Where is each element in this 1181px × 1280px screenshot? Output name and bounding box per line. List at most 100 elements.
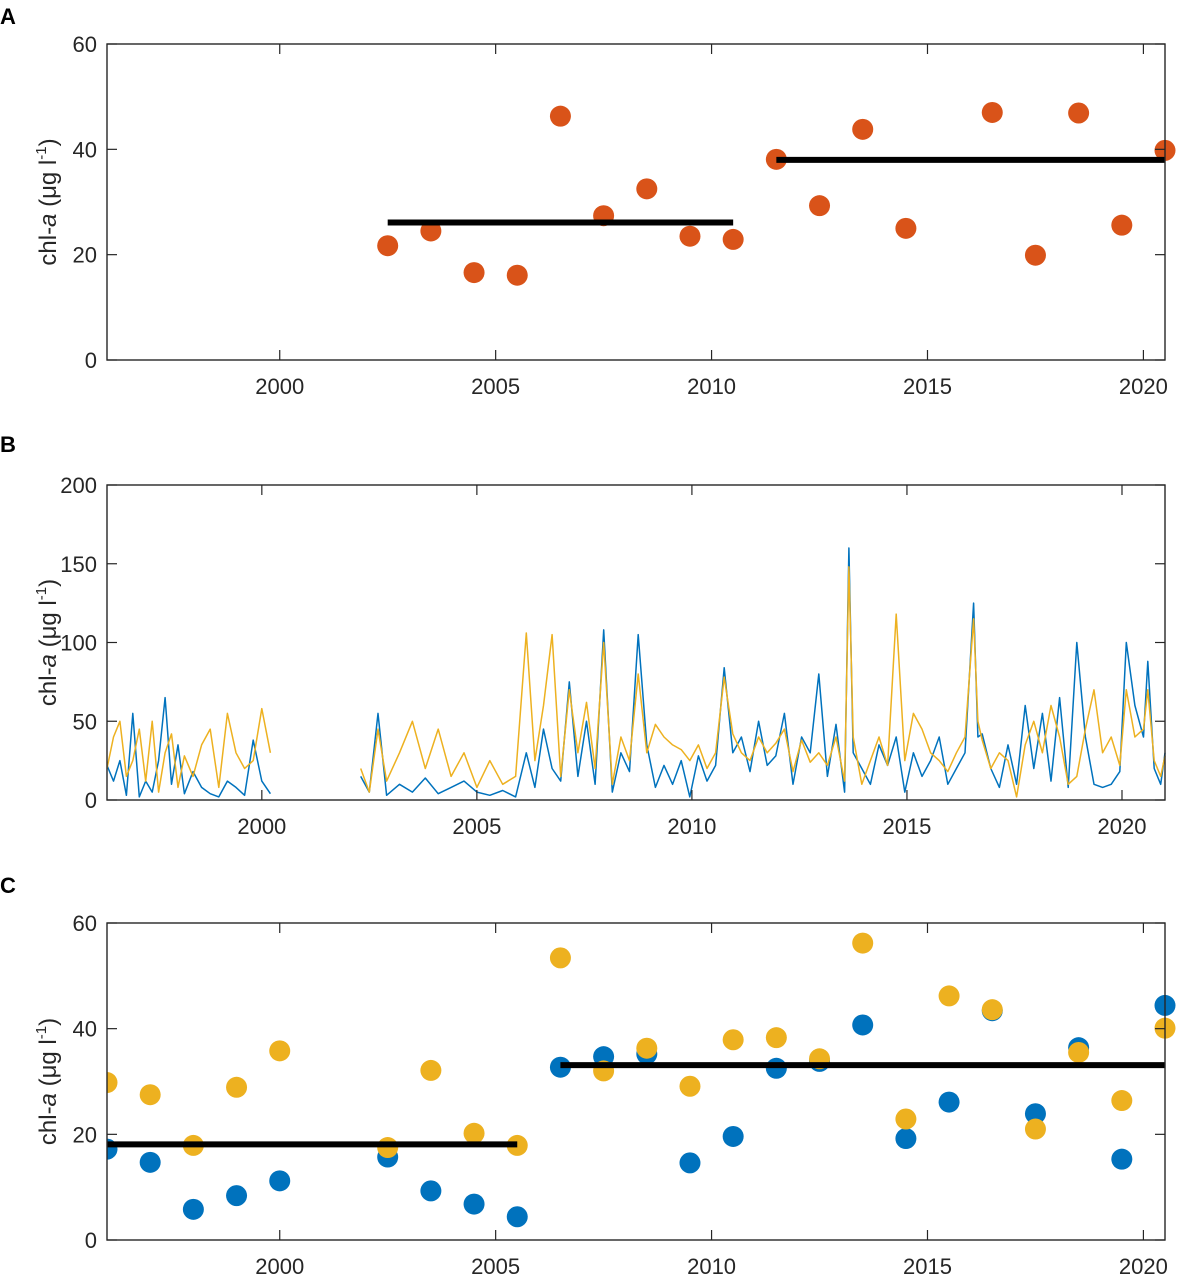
x-tick-label: 2010	[667, 814, 716, 839]
data-point-s0	[895, 1128, 917, 1150]
y-axis-label: chl-a (μg l-1)	[33, 1018, 62, 1145]
y-tick-label: 50	[73, 709, 97, 734]
data-point-s0	[463, 262, 485, 284]
ylabel-prefix: chl-	[35, 1106, 62, 1145]
data-point-s1	[107, 1072, 118, 1094]
x-tick-label: 2020	[1119, 374, 1168, 399]
data-point-s0	[226, 1185, 248, 1207]
data-point-s0	[420, 1180, 442, 1202]
ylabel-unit: (μg l	[35, 1039, 62, 1093]
y-tick-label: 0	[85, 788, 97, 813]
x-tick-label: 2015	[903, 1254, 952, 1279]
ylabel-close: )	[35, 579, 62, 587]
data-point-s0	[636, 178, 658, 200]
data-point-s0	[463, 1193, 485, 1215]
y-tick-label: 100	[60, 631, 97, 656]
data-point-s0	[506, 1206, 528, 1228]
data-point-s0	[549, 105, 571, 127]
data-point-s1	[1024, 1118, 1046, 1140]
data-point-s0	[182, 1198, 204, 1220]
data-point-s1	[1068, 1041, 1090, 1063]
x-tick-label: 2005	[471, 1254, 520, 1279]
data-point-s1	[139, 1084, 161, 1106]
x-tick-label: 2000	[255, 374, 304, 399]
data-point-s0	[938, 1091, 960, 1113]
data-point-s1	[1111, 1090, 1133, 1112]
ylabel-italic: a	[35, 1093, 62, 1106]
data-point-s0	[1111, 214, 1133, 236]
axis-frame	[106, 43, 1166, 361]
ylabel-prefix: chl-	[35, 667, 62, 706]
data-point-s0	[269, 1170, 291, 1192]
data-point-s0	[1024, 244, 1046, 266]
data-point-s0	[679, 1152, 701, 1174]
y-tick-label: 200	[60, 473, 97, 498]
data-point-s0	[377, 235, 399, 257]
data-point-s0	[809, 195, 831, 217]
panel-letter: B	[0, 432, 16, 457]
plot-area	[107, 932, 1176, 1228]
plot-area	[377, 101, 1176, 286]
ylabel-sup: -1	[33, 1026, 50, 1039]
y-tick-label: 150	[60, 552, 97, 577]
ylabel-sup: -1	[33, 146, 50, 159]
data-point-s1	[938, 985, 960, 1007]
ylabel-italic: a	[35, 654, 62, 667]
data-point-s0	[420, 220, 442, 242]
data-point-s0	[722, 228, 744, 250]
y-tick-label: 0	[85, 1228, 97, 1253]
data-point-s0	[852, 1014, 874, 1036]
y-axis-label: chl-a (μg l-1)	[33, 579, 62, 706]
ylabel-unit: (μg l	[35, 600, 62, 654]
ylabel-unit: (μg l	[35, 160, 62, 214]
ylabel-prefix: chl-	[35, 227, 62, 266]
data-point-s0	[722, 1125, 744, 1147]
x-tick-label: 2020	[1119, 1254, 1168, 1279]
x-tick-label: 2000	[255, 1254, 304, 1279]
y-axis-label: chl-a (μg l-1)	[33, 138, 62, 265]
data-point-s1	[722, 1029, 744, 1051]
data-point-s1	[636, 1037, 658, 1059]
x-tick-label: 2010	[687, 374, 736, 399]
y-tick-label: 20	[73, 243, 97, 268]
ylabel-close: )	[35, 138, 62, 146]
data-point-s0	[981, 101, 1003, 123]
data-point-s0	[679, 225, 701, 247]
data-point-s0	[852, 118, 874, 140]
y-tick-label: 0	[85, 348, 97, 373]
y-tick-label: 60	[73, 911, 97, 936]
data-point-s1	[269, 1040, 291, 1062]
data-point-s1	[981, 999, 1003, 1021]
panel-b: B 0 50 100 150 200 2000 2005 2010 2015 2020 chl-a (…	[0, 432, 1166, 839]
data-point-s1	[679, 1075, 701, 1097]
panel-c: C 0 20 40 60 2000 2005 2010 2015 2020 chl-a (μg l-…	[0, 873, 1176, 1279]
panel-letter: C	[0, 873, 16, 898]
y-tick-label: 40	[73, 137, 97, 162]
data-point-s0	[139, 1151, 161, 1173]
data-point-s1	[852, 932, 874, 954]
x-tick-label: 2000	[237, 814, 286, 839]
data-point-s1	[377, 1137, 399, 1159]
x-tick-label: 2005	[452, 814, 501, 839]
x-tick-label: 2015	[903, 374, 952, 399]
y-tick-label: 60	[73, 32, 97, 57]
ylabel-italic: a	[35, 214, 62, 227]
data-point-s0	[1068, 102, 1090, 124]
data-point-s1	[226, 1076, 248, 1098]
ylabel-sup: -1	[33, 587, 50, 600]
x-tick-label: 2015	[882, 814, 931, 839]
panel-a: A 0 20 40 60 2000 2005 2010 2015 2020 chl-a (μg l-…	[0, 4, 1176, 399]
data-point-s0	[895, 217, 917, 239]
data-point-s0	[1024, 1103, 1046, 1125]
y-tick-label: 40	[73, 1017, 97, 1042]
x-tick-label: 2005	[471, 374, 520, 399]
panel-letter: A	[0, 4, 16, 29]
data-point-s1	[463, 1122, 485, 1144]
data-point-s1	[549, 947, 571, 969]
x-tick-label: 2020	[1098, 814, 1147, 839]
plot-area	[107, 547, 1166, 798]
data-point-s0	[1111, 1148, 1133, 1170]
y-tick-label: 20	[73, 1122, 97, 1147]
axis-frame	[106, 922, 1166, 1241]
